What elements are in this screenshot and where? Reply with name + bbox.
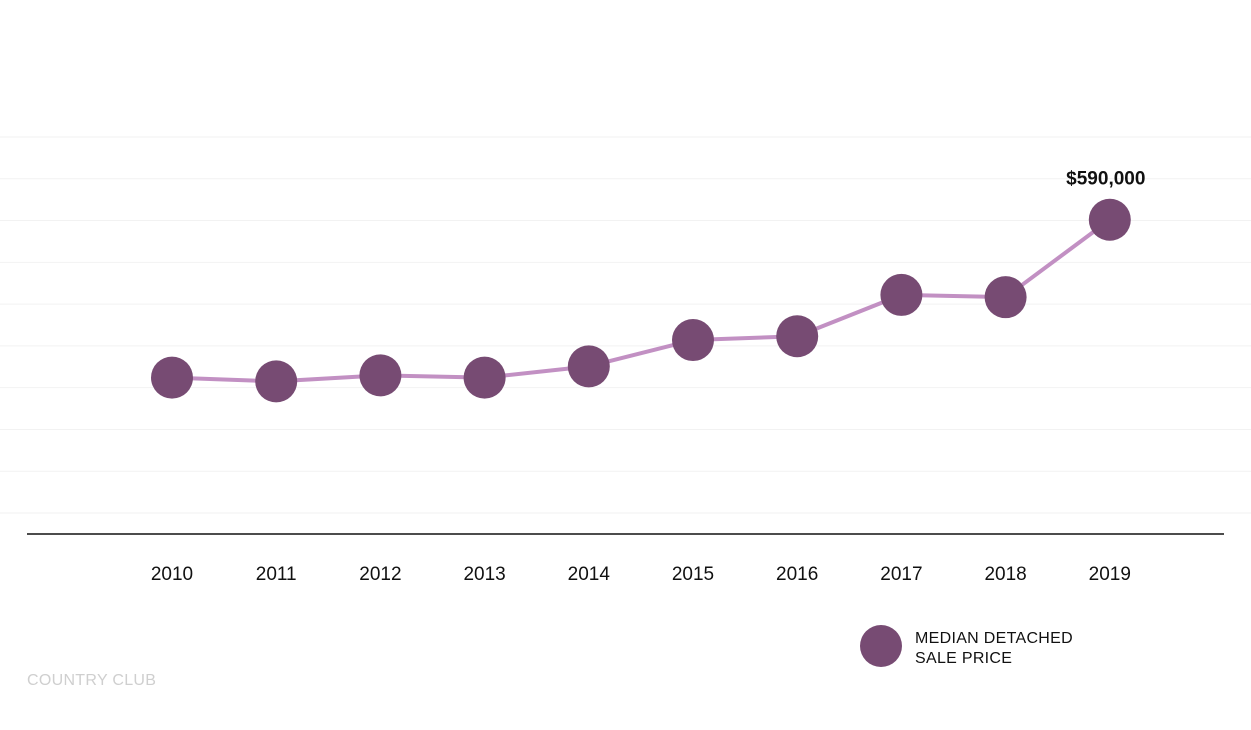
series-line — [171, 218, 1111, 384]
footer-label: COUNTRY CLUB — [27, 672, 156, 689]
data-point-2013 — [463, 356, 506, 399]
data-point-2012 — [359, 354, 402, 397]
x-tick-label-2018: 2018 — [984, 564, 1026, 585]
x-tick-label-2010: 2010 — [151, 564, 193, 585]
data-point-2018 — [984, 276, 1027, 319]
x-axis-tick-labels: 2010 2011 2012 2013 2014 2015 2016 2017 2018 2019 — [151, 564, 1131, 585]
data-point-2011 — [255, 360, 298, 403]
x-tick-label-2019: 2019 — [1089, 564, 1131, 585]
legend: MEDIAN DETACHED SALE PRICE — [860, 625, 1073, 667]
x-tick-label-2012: 2012 — [359, 564, 401, 585]
x-tick-label-2017: 2017 — [880, 564, 922, 585]
legend-label-line-1: MEDIAN DETACHED — [915, 630, 1073, 647]
gridlines — [0, 136, 1251, 514]
data-label-2019: $590,000 — [1066, 169, 1145, 190]
data-point-2014 — [567, 345, 610, 388]
x-tick-label-2015: 2015 — [672, 564, 714, 585]
annotations: $590,000 — [1066, 169, 1145, 190]
legend-label-line-2: SALE PRICE — [915, 650, 1012, 667]
x-tick-label-2011: 2011 — [256, 564, 297, 585]
legend-marker — [860, 625, 902, 667]
data-point-2017 — [880, 273, 923, 316]
data-point-2019 — [1088, 198, 1131, 241]
data-point-2015 — [672, 319, 714, 362]
x-tick-label-2016: 2016 — [776, 564, 818, 585]
x-tick-label-2013: 2013 — [463, 564, 505, 585]
data-point-2010 — [151, 356, 193, 399]
series-median-detached-sale-price — [151, 198, 1131, 403]
x-tick-label-2014: 2014 — [568, 564, 611, 585]
data-point-2016 — [776, 315, 819, 358]
